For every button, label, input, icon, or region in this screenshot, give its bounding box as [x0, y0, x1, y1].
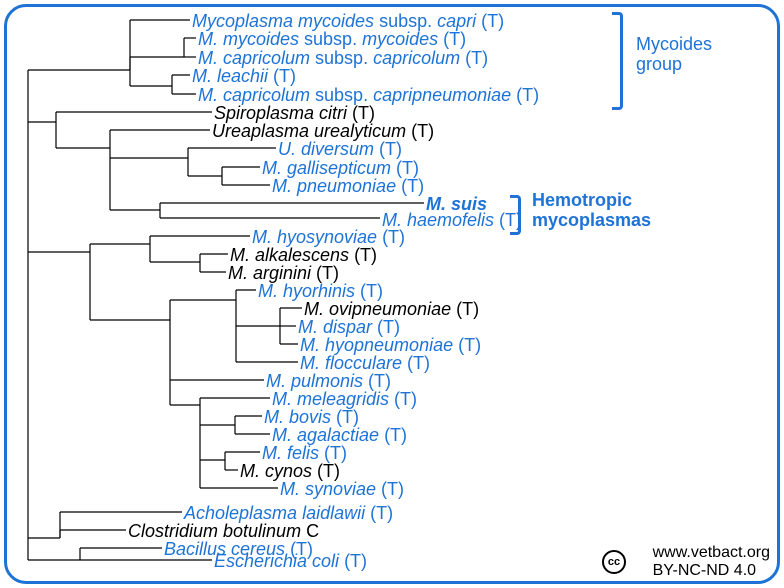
taxon-label: M. agalactiae (T) [272, 425, 407, 445]
taxon-label: Mycoplasma mycoides subsp. capri (T) [192, 11, 504, 31]
taxon-label: Escherichia coli (T) [214, 551, 367, 571]
taxon-label: M. mycoides subsp. mycoides (T) [198, 29, 466, 49]
taxon-label: M. meleagridis (T) [272, 389, 417, 409]
taxon-label: M. flocculare (T) [300, 353, 430, 373]
taxon-label: Clostridium botulinum C [128, 521, 319, 541]
group-bracket [612, 12, 623, 110]
taxon-label: M. synoviae (T) [280, 479, 404, 499]
taxon-label: M. dispar (T) [298, 317, 400, 337]
taxon-label: M. pneumoniae (T) [272, 176, 424, 196]
group-label: Hemotropicmycoplasmas [532, 190, 651, 230]
taxon-label: M. hyopneumoniae (T) [300, 335, 481, 355]
taxon-label: M. felis (T) [262, 443, 347, 463]
taxon-label: M. arginini (T) [228, 263, 339, 283]
cc-icon: cc [602, 550, 626, 574]
taxon-label: M. leachii (T) [192, 66, 296, 86]
taxon-label: Acholeplasma laidlawii (T) [184, 503, 393, 523]
taxon-label: M. bovis (T) [264, 407, 359, 427]
diagram-frame: Mycoplasma mycoides subsp. capri (T)M. m… [0, 0, 784, 588]
taxon-label: M. hyorhinis (T) [258, 281, 383, 301]
taxon-label: M. pulmonis (T) [266, 371, 391, 391]
taxon-label: M. capricolum subsp. capricolum (T) [198, 48, 488, 68]
footer-url: www.vetbact.org [653, 544, 770, 561]
footer-license: BY-NC-ND 4.0 [653, 562, 756, 579]
taxon-label: M. alkalescens (T) [230, 245, 377, 265]
group-label: Mycoidesgroup [636, 34, 712, 74]
taxon-label: M. cynos (T) [240, 461, 340, 481]
taxon-label: M. hyosynoviae (T) [252, 227, 405, 247]
taxon-label: Spiroplasma citri (T) [214, 103, 375, 123]
taxon-label: M. capricolum subsp. capripneumoniae (T) [198, 85, 539, 105]
taxon-label: M. ovipneumoniae (T) [304, 299, 479, 319]
taxon-label: M. gallisepticum (T) [262, 158, 419, 178]
group-bracket [510, 195, 521, 235]
taxon-label: U. diversum (T) [278, 139, 402, 159]
taxon-label: Ureaplasma urealyticum (T) [212, 121, 434, 141]
footer-credits: www.vetbact.org BY-NC-ND 4.0 [653, 544, 770, 580]
